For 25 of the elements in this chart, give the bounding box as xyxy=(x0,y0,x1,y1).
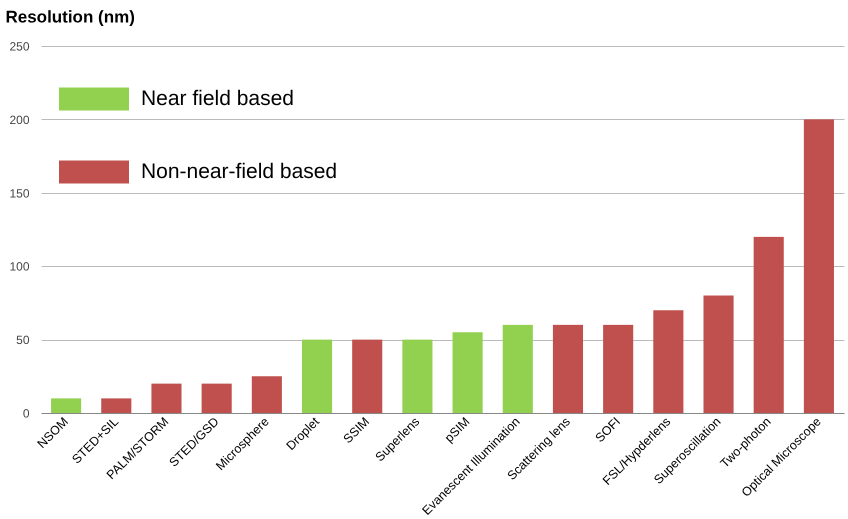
bar xyxy=(502,324,533,413)
bar xyxy=(101,398,132,413)
y-tick-label: 100 xyxy=(9,260,30,274)
bar xyxy=(653,310,684,413)
bar xyxy=(754,236,784,413)
legend-label: Non-near-field based xyxy=(141,160,338,183)
bar xyxy=(603,324,634,413)
bar xyxy=(151,384,182,413)
y-tick-label: 200 xyxy=(9,112,30,127)
y-axis-title: Resolution (nm) xyxy=(6,8,135,26)
y-tick-label: 150 xyxy=(9,186,30,200)
legend-label: Near field based xyxy=(141,87,294,110)
y-tick-label: 250 xyxy=(9,40,30,54)
bar xyxy=(51,398,82,413)
bar xyxy=(352,340,382,413)
bar xyxy=(804,119,834,413)
bar xyxy=(202,384,232,413)
bar xyxy=(402,340,432,413)
y-tick-label: 0 xyxy=(22,406,30,420)
y-tick-label: 50 xyxy=(16,333,30,348)
bar xyxy=(252,376,282,413)
bar xyxy=(452,332,483,413)
bar xyxy=(703,296,734,413)
bar xyxy=(552,324,584,413)
bar xyxy=(302,340,332,413)
